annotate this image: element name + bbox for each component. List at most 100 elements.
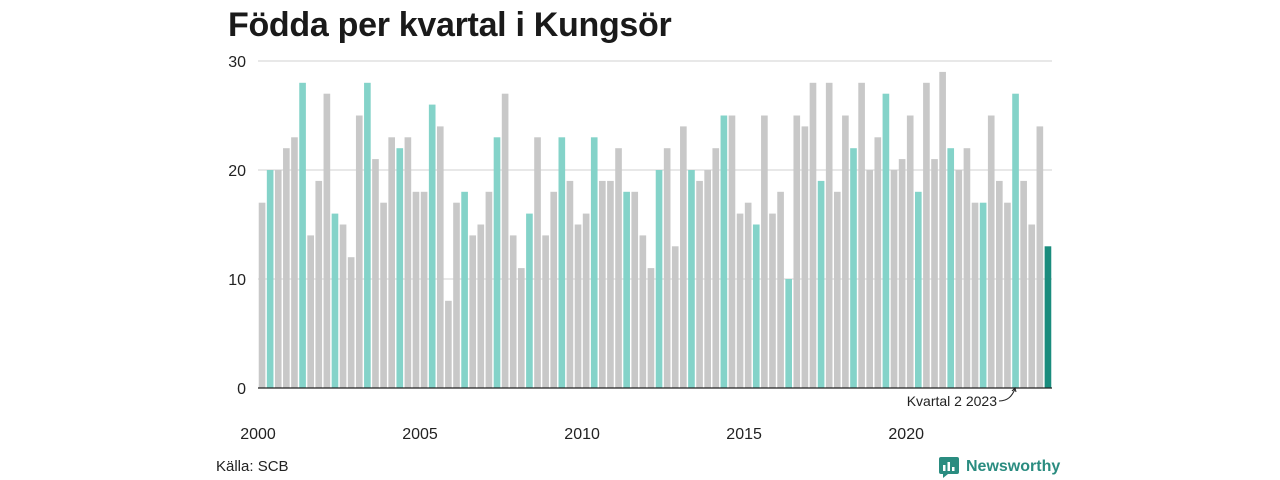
bar: [801, 126, 809, 389]
bar: [906, 115, 914, 388]
bar: [420, 191, 428, 388]
bar: [582, 213, 590, 388]
bar: [858, 82, 865, 389]
bar: [874, 137, 882, 388]
bar: [339, 224, 347, 388]
bar: [599, 180, 606, 388]
bar: [323, 93, 331, 388]
source-note: Källa: SCB: [216, 458, 289, 475]
bar: [388, 137, 395, 388]
bar-chart: 0 10 20 30 2000 2005 2010 2015 2020 Kvartal 2 2…: [228, 54, 1052, 443]
bar: [1004, 202, 1011, 388]
bar: [1012, 93, 1019, 388]
bar: [526, 213, 533, 388]
x-tick-label: 2010: [564, 426, 600, 443]
bar: [728, 115, 736, 388]
bar: [761, 115, 768, 388]
bar: [688, 170, 695, 388]
annotation-arrow: [998, 388, 1016, 402]
bar: [347, 257, 355, 388]
x-tick-label: 2015: [726, 426, 762, 443]
brand-name: Newsworthy: [966, 458, 1061, 475]
bar: [428, 104, 436, 388]
bar: [1028, 224, 1036, 388]
newsworthy-logo-icon: [939, 457, 959, 478]
bar: [817, 180, 825, 388]
bar: [299, 82, 306, 389]
chart-title: Födda per kvartal i Kungsör: [228, 6, 672, 44]
bar: [404, 137, 412, 388]
bar: [493, 137, 501, 388]
bar: [291, 137, 298, 388]
y-tick-label: 20: [228, 163, 246, 180]
bar: [623, 191, 630, 388]
bar: [963, 148, 971, 388]
bar: [412, 191, 420, 388]
bar: [850, 148, 857, 388]
bar: [866, 170, 874, 388]
bar: [769, 213, 776, 388]
bar: [882, 93, 890, 388]
bar: [615, 148, 622, 388]
bar: [663, 148, 671, 388]
y-tick-label: 10: [228, 272, 246, 289]
bar: [785, 279, 792, 388]
x-axis-ticks: 2000 2005 2010 2015 2020: [240, 426, 924, 443]
annotation-arrowhead: [1011, 387, 1017, 393]
bar: [274, 170, 282, 388]
bar: [501, 93, 509, 388]
bar: [647, 268, 655, 388]
bar: [355, 115, 363, 388]
bar: [558, 137, 566, 388]
bar: [671, 246, 679, 388]
bar: [574, 224, 582, 388]
bar: [517, 268, 525, 388]
bar: [331, 213, 339, 388]
bar: [469, 235, 477, 388]
bar: [898, 159, 906, 388]
bar: [931, 159, 938, 388]
bar: [736, 213, 744, 388]
bar: [307, 235, 314, 388]
bar: [939, 71, 946, 389]
bar: [396, 148, 404, 388]
bar: [315, 180, 323, 388]
bar: [825, 82, 833, 389]
x-tick-label: 2020: [888, 426, 924, 443]
bar: [979, 202, 987, 388]
bar: [955, 170, 963, 388]
y-axis-ticks: 0 10 20 30: [228, 54, 246, 398]
x-tick-label: 2005: [402, 426, 438, 443]
bar: [607, 180, 614, 388]
bar: [971, 202, 979, 388]
bar: [445, 300, 452, 388]
bar: [266, 170, 274, 388]
bar: [793, 115, 801, 388]
bar: [534, 137, 541, 388]
bar: [696, 180, 703, 388]
bar: [752, 224, 760, 388]
bar: [631, 191, 639, 388]
bars: [258, 71, 1052, 389]
bar: [509, 235, 517, 388]
bar: [550, 191, 558, 388]
bar: [842, 115, 849, 388]
x-tick-label: 2000: [240, 426, 276, 443]
y-tick-label: 30: [228, 54, 246, 71]
bar: [485, 191, 493, 388]
bar: [258, 202, 266, 388]
brand-logo[interactable]: Newsworthy: [938, 456, 1060, 478]
bar: [809, 82, 817, 389]
bar: [1036, 126, 1044, 389]
bar: [655, 170, 663, 388]
bar: [914, 191, 922, 388]
bar: [566, 180, 574, 388]
bar: [720, 115, 728, 388]
bar: [542, 235, 549, 388]
bar: [833, 191, 841, 388]
bar: [380, 202, 387, 388]
annotation: Kvartal 2 2023: [907, 387, 1017, 409]
bar: [372, 159, 379, 388]
bar: [744, 202, 752, 388]
y-tick-label: 0: [237, 381, 246, 398]
